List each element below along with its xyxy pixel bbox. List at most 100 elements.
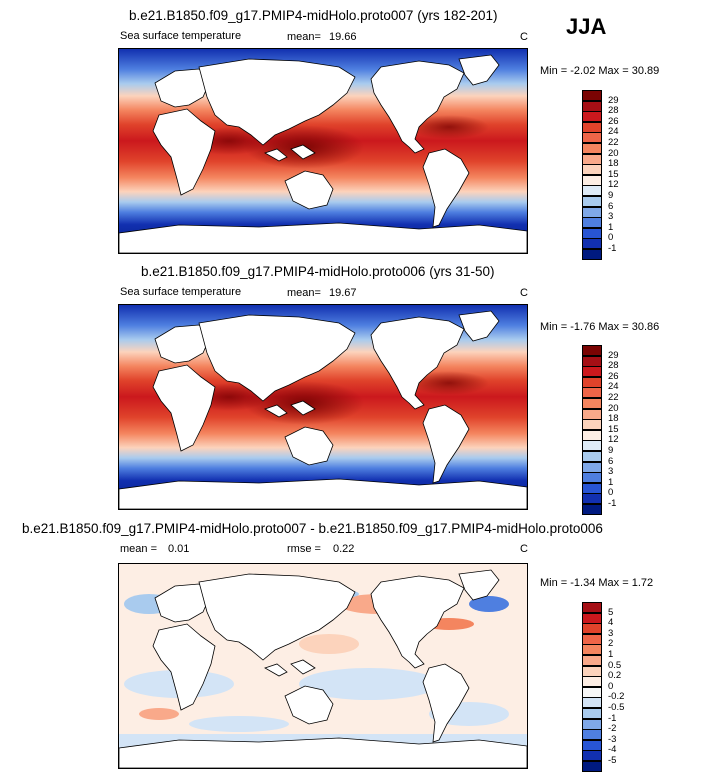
colorbar-swatch <box>582 686 602 698</box>
colorbar-tick-label: -2 <box>608 723 617 735</box>
colorbar-swatch <box>582 493 602 505</box>
panel-2-mean-value: 19.67 <box>329 287 357 299</box>
panel-1-sst-map <box>118 48 528 254</box>
colorbar-swatch <box>582 408 602 420</box>
colorbar-swatch <box>582 355 602 367</box>
colorbar-tick-label: 4 <box>608 617 614 629</box>
colorbar-swatch <box>582 429 602 441</box>
colorbar-swatch <box>582 761 602 773</box>
colorbar-swatch <box>582 376 602 388</box>
colorbar-swatch <box>582 153 602 165</box>
colorbar-swatch <box>582 143 602 155</box>
colorbar-tick-label: 24 <box>608 381 619 393</box>
colorbar-tick-label: 18 <box>608 413 619 425</box>
colorbar-tick-label: -3 <box>608 733 617 745</box>
colorbar-swatch <box>582 206 602 218</box>
panel-1-mean-label: mean= <box>287 31 321 43</box>
panel-1-title: b.e21.B1850.f09_g17.PMIP4-midHolo.proto0… <box>129 8 498 23</box>
panel-3-minmax: Min = -1.34 Max = 1.72 <box>540 577 654 589</box>
panel-3-units: C <box>520 543 528 555</box>
colorbar-swatch <box>582 440 602 452</box>
panel-2-variable: Sea surface temperature <box>120 286 242 298</box>
colorbar-tick-label: 0.5 <box>608 659 622 671</box>
panel-3-rmse-label: rmse = <box>287 543 321 555</box>
colorbar-tick-label: 0.2 <box>608 670 622 682</box>
colorbar-tick-label: -1 <box>608 243 617 254</box>
panel-3-rmse-value: 0.22 <box>333 543 355 555</box>
colorbar-swatch <box>582 697 602 709</box>
colorbar-tick-label: 9 <box>608 190 614 201</box>
colorbar-tick-label: 26 <box>608 115 619 127</box>
colorbar-tick-label: 29 <box>608 349 619 361</box>
colorbar-swatch <box>582 472 602 484</box>
panel-3-mean-label: mean = <box>120 543 157 555</box>
panel-3-difference-map <box>118 563 528 769</box>
colorbar-tick-label: 15 <box>608 168 619 180</box>
colorbar-swatch <box>582 451 602 463</box>
colorbar-tick-label: -1 <box>608 712 617 724</box>
colorbar-swatch <box>582 750 602 762</box>
colorbar-tick-label: -5 <box>608 755 617 766</box>
sst-field-1 <box>119 49 527 253</box>
colorbar-tick-label: 28 <box>608 360 619 372</box>
colorbar-swatch <box>582 623 602 635</box>
colorbar-swatch <box>582 633 602 645</box>
panel-2-mean-label: mean= <box>287 287 321 299</box>
colorbar-tick-label: 24 <box>608 126 619 138</box>
colorbar-swatch <box>582 461 602 473</box>
colorbar-tick-label: 12 <box>608 434 619 446</box>
colorbar-tick-label: 3 <box>608 466 614 478</box>
panel-2-units: C <box>520 287 528 299</box>
colorbar-swatch <box>582 164 602 176</box>
colorbar-swatch <box>582 482 602 494</box>
colorbar-tick-label: 2 <box>608 638 614 650</box>
colorbar-swatch <box>582 366 602 378</box>
colorbar-swatch <box>582 196 602 208</box>
panel-3-title: b.e21.B1850.f09_g17.PMIP4-midHolo.proto0… <box>22 521 603 536</box>
colorbar-swatch <box>582 729 602 741</box>
colorbar-swatch <box>582 387 602 399</box>
colorbar-swatch <box>582 227 602 239</box>
colorbar-tick-label: 5 <box>608 606 614 618</box>
colorbar-swatch <box>582 419 602 431</box>
colorbar-swatch <box>582 602 602 614</box>
colorbar-swatch <box>582 174 602 186</box>
colorbar-tick-label: 6 <box>608 200 614 212</box>
colorbar-tick-label: 20 <box>608 402 619 414</box>
colorbar-swatch <box>582 718 602 730</box>
panel-2-sst-map <box>118 304 528 510</box>
colorbar-swatch <box>582 121 602 133</box>
panel-3-mean-value: 0.01 <box>168 543 190 555</box>
colorbar-tick-label: 20 <box>608 147 619 159</box>
colorbar-swatch <box>582 100 602 112</box>
panel-2-minmax: Min = -1.76 Max = 30.86 <box>540 321 660 333</box>
colorbar-swatch <box>582 398 602 410</box>
colorbar-tick-label: 18 <box>608 158 619 170</box>
colorbar-swatch <box>582 249 602 261</box>
colorbar-swatch <box>582 708 602 720</box>
colorbar-tick-label: -0.2 <box>608 691 625 703</box>
sst-difference-field <box>119 564 527 768</box>
colorbar-tick-label: 0 <box>608 680 614 692</box>
season-label: JJA <box>566 14 607 39</box>
colorbar-tick-label: 3 <box>608 627 614 639</box>
colorbar-tick-label: 22 <box>608 137 619 148</box>
colorbar-swatch <box>582 111 602 123</box>
colorbar-tick-label: 0 <box>608 232 614 244</box>
colorbar-swatch <box>582 90 602 102</box>
colorbar-tick-label: 29 <box>608 94 619 106</box>
colorbar-swatch <box>582 504 602 516</box>
colorbar-swatch <box>582 644 602 656</box>
colorbar-tick-label: -1 <box>608 498 617 509</box>
colorbar-tick-label: 0 <box>608 487 614 499</box>
colorbar-swatch <box>582 739 602 751</box>
colorbar-tick-label: 28 <box>608 105 619 117</box>
colorbar-swatch <box>582 345 602 357</box>
panel-1-mean-value: 19.66 <box>329 31 357 43</box>
colorbar-swatch <box>582 655 602 667</box>
colorbar-tick-label: 9 <box>608 445 614 456</box>
panel-1-units: C <box>520 31 528 43</box>
colorbar-tick-label: 12 <box>608 179 619 191</box>
panel-2-title: b.e21.B1850.f09_g17.PMIP4-midHolo.proto0… <box>141 264 495 279</box>
colorbar-tick-label: 15 <box>608 423 619 435</box>
